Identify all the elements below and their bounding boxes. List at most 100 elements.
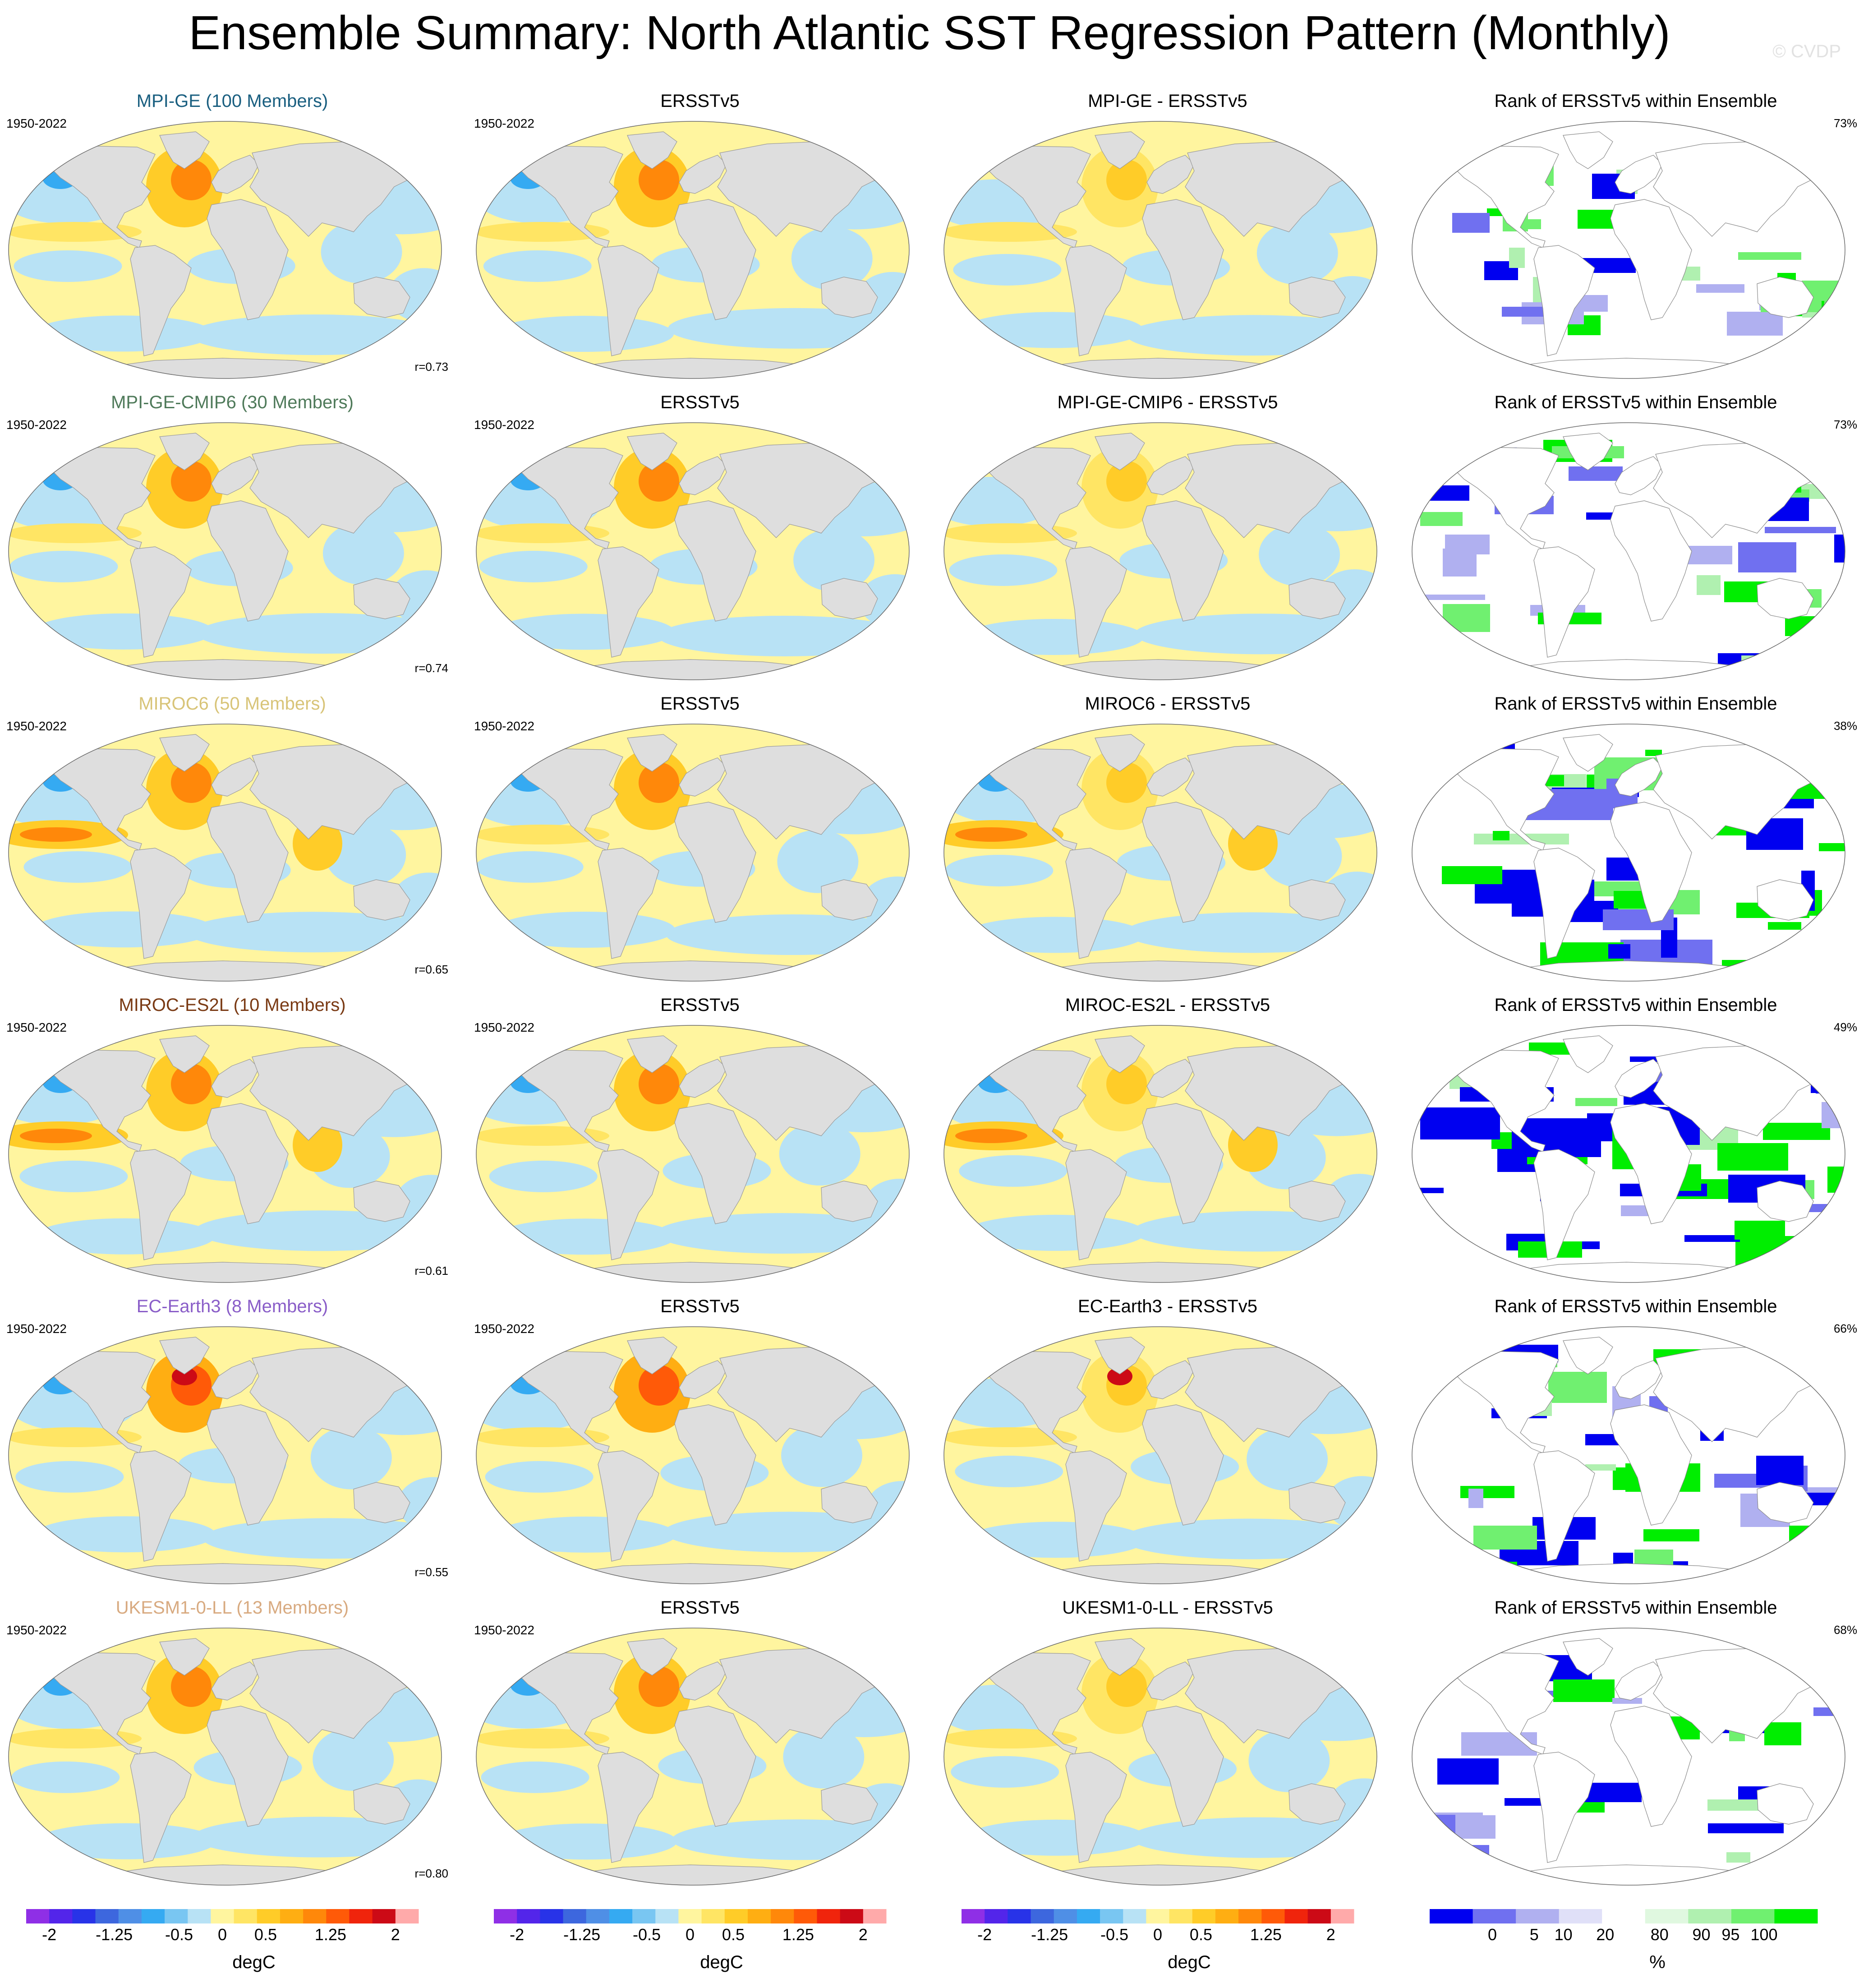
panel-diff-2: MIROC6 - ERSSTv5 [935, 693, 1400, 994]
colorbar-rank: 0 5 10 20 80 90 95 100% [1425, 1907, 1859, 1988]
map-obs-1 [476, 422, 910, 680]
rank-percentage: 73% [1833, 418, 1857, 431]
panel-title: UKESM1-0-LL - ERSSTv5 [1062, 1598, 1273, 1618]
map-rank-0 [1412, 121, 1845, 379]
panel-title: Rank of ERSSTv5 within Ensemble [1494, 694, 1777, 714]
map-diff-1 [943, 422, 1377, 680]
colorbar-tick-label: 1.25 [782, 1925, 814, 1944]
colorbar-tick-label: 0 [217, 1925, 227, 1944]
period-label: 1950-2022 [474, 1020, 534, 1034]
map-rank-3 [1412, 1025, 1845, 1283]
pattern-correlation: r=0.74 [414, 661, 448, 675]
colorbar-swatch [1215, 1909, 1239, 1923]
colorbar-swatch [563, 1909, 587, 1923]
panel-diff-3: MIROC-ES2L - ERSSTv5 [935, 994, 1400, 1296]
colorbar-swatch [303, 1909, 327, 1923]
watermark: © CVDP [1772, 42, 1841, 61]
map-rank-1 [1412, 422, 1845, 680]
panel-title: ERSSTv5 [660, 1598, 740, 1618]
colorbar-tick-label: -1.25 [563, 1925, 601, 1944]
colorbar-tick-label: -1.25 [1031, 1925, 1068, 1944]
map-diff-3 [943, 1025, 1377, 1283]
colorbar-swatch [794, 1909, 817, 1923]
colorbar-swatch [962, 1909, 985, 1923]
colorbar-swatch [1123, 1909, 1146, 1923]
colorbar-swatch [1472, 1909, 1516, 1923]
rank-percentage: 73% [1833, 116, 1857, 130]
pattern-correlation: r=0.73 [414, 360, 448, 374]
panel-obs-4: ERSSTv5 1950-2022 [468, 1296, 932, 1597]
colorbar-tick-label: 0 [1488, 1925, 1497, 1944]
colorbar-swatch [1238, 1909, 1262, 1923]
colorbar-swatch [1192, 1909, 1216, 1923]
panel-model-1: MPI-GE-CMIP6 (30 Members) 1950-2022 r=0.74 [0, 392, 465, 693]
colorbar-swatch [26, 1909, 50, 1923]
colorbar-swatch [586, 1909, 610, 1923]
period-label: 1950-2022 [474, 719, 534, 733]
colorbar-tick-label: 5 [1529, 1925, 1539, 1944]
pattern-correlation: r=0.61 [414, 1264, 448, 1278]
panel-rank-4: Rank of ERSSTv5 within Ensemble 66% [1403, 1296, 1859, 1597]
colorbar-swatch [326, 1909, 350, 1923]
panel-title: UKESM1-0-LL (13 Members) [115, 1598, 349, 1618]
panel-obs-5: ERSSTv5 1950-2022 [468, 1597, 932, 1898]
colorbar-tick-label: -2 [510, 1925, 525, 1944]
map-rank-4 [1412, 1326, 1845, 1584]
colorbar-unit: % [1649, 1952, 1666, 1972]
panel-title: ERSSTv5 [660, 91, 740, 111]
colorbar-swatch [280, 1909, 304, 1923]
panel-model-4: EC-Earth3 (8 Members) 1950-2022 r=0.55 [0, 1296, 465, 1597]
colorbar-swatch [1284, 1909, 1308, 1923]
map-model-3 [8, 1025, 442, 1283]
colorbar-tick-label: -2 [42, 1925, 57, 1944]
panel-title: Rank of ERSSTv5 within Ensemble [1494, 1296, 1777, 1316]
map-obs-0 [476, 121, 910, 379]
panel-title: Rank of ERSSTv5 within Ensemble [1494, 1598, 1777, 1618]
colorbar-obs: -2 -1.25 -0.5 0 0.5 1.25 2 degC [489, 1907, 954, 1988]
map-model-5 [8, 1628, 442, 1886]
panel-title: Rank of ERSSTv5 within Ensemble [1494, 91, 1777, 111]
colorbar-swatch [1645, 1909, 1689, 1923]
panel-model-0: MPI-GE (100 Members) 1950-2022 r=0.73 [0, 90, 465, 392]
colorbar-swatch [1008, 1909, 1031, 1923]
panel-rank-3: Rank of ERSSTv5 within Ensemble 49% [1403, 994, 1859, 1296]
colorbar-swatch [540, 1909, 564, 1923]
colorbar-swatch [678, 1909, 702, 1923]
map-model-1 [8, 422, 442, 680]
map-obs-4 [476, 1326, 910, 1584]
panel-obs-1: ERSSTv5 1950-2022 [468, 392, 932, 693]
map-diff-0 [943, 121, 1377, 379]
panel-title: MIROC-ES2L - ERSSTv5 [1065, 995, 1270, 1015]
colorbar-swatch [985, 1909, 1008, 1923]
rank-percentage: 38% [1833, 719, 1857, 733]
colorbar-swatch [1430, 1909, 1473, 1923]
colorbar-swatch [817, 1909, 841, 1923]
rank-percentage: 66% [1833, 1322, 1857, 1335]
colorbar-tick-label: 0.5 [1189, 1925, 1212, 1944]
colorbar-swatch [72, 1909, 96, 1923]
map-model-4 [8, 1326, 442, 1584]
period-label: 1950-2022 [6, 1623, 67, 1637]
map-model-2 [8, 724, 442, 982]
period-label: 1950-2022 [6, 719, 67, 733]
panel-obs-3: ERSSTv5 1950-2022 [468, 994, 932, 1296]
panel-title: MPI-GE-CMIP6 - ERSSTv5 [1057, 392, 1278, 412]
panel-model-3: MIROC-ES2L (10 Members) 1950-2022 r=0.61 [0, 994, 465, 1296]
colorbar-swatch [372, 1909, 396, 1923]
colorbar-tick-label: -2 [977, 1925, 992, 1944]
panel-model-2: MIROC6 (50 Members) 1950-2022 r=0.65 [0, 693, 465, 994]
colorbar-swatch [165, 1909, 188, 1923]
panel-diff-0: MPI-GE - ERSSTv5 [935, 90, 1400, 392]
colorbar-tick-label: 90 [1692, 1925, 1711, 1944]
colorbar-swatch [1077, 1909, 1100, 1923]
panel-title: MIROC6 (50 Members) [138, 694, 326, 714]
panel-title: Rank of ERSSTv5 within Ensemble [1494, 995, 1777, 1015]
colorbar-swatch [1261, 1909, 1285, 1923]
colorbar-swatch [1100, 1909, 1123, 1923]
colorbar-tick-label: -1.25 [96, 1925, 133, 1944]
colorbar-swatch [141, 1909, 165, 1923]
colorbar-swatch [1330, 1909, 1354, 1923]
panel-obs-2: ERSSTv5 1950-2022 [468, 693, 932, 994]
panel-title: EC-Earth3 (8 Members) [136, 1296, 328, 1316]
map-model-0 [8, 121, 442, 379]
